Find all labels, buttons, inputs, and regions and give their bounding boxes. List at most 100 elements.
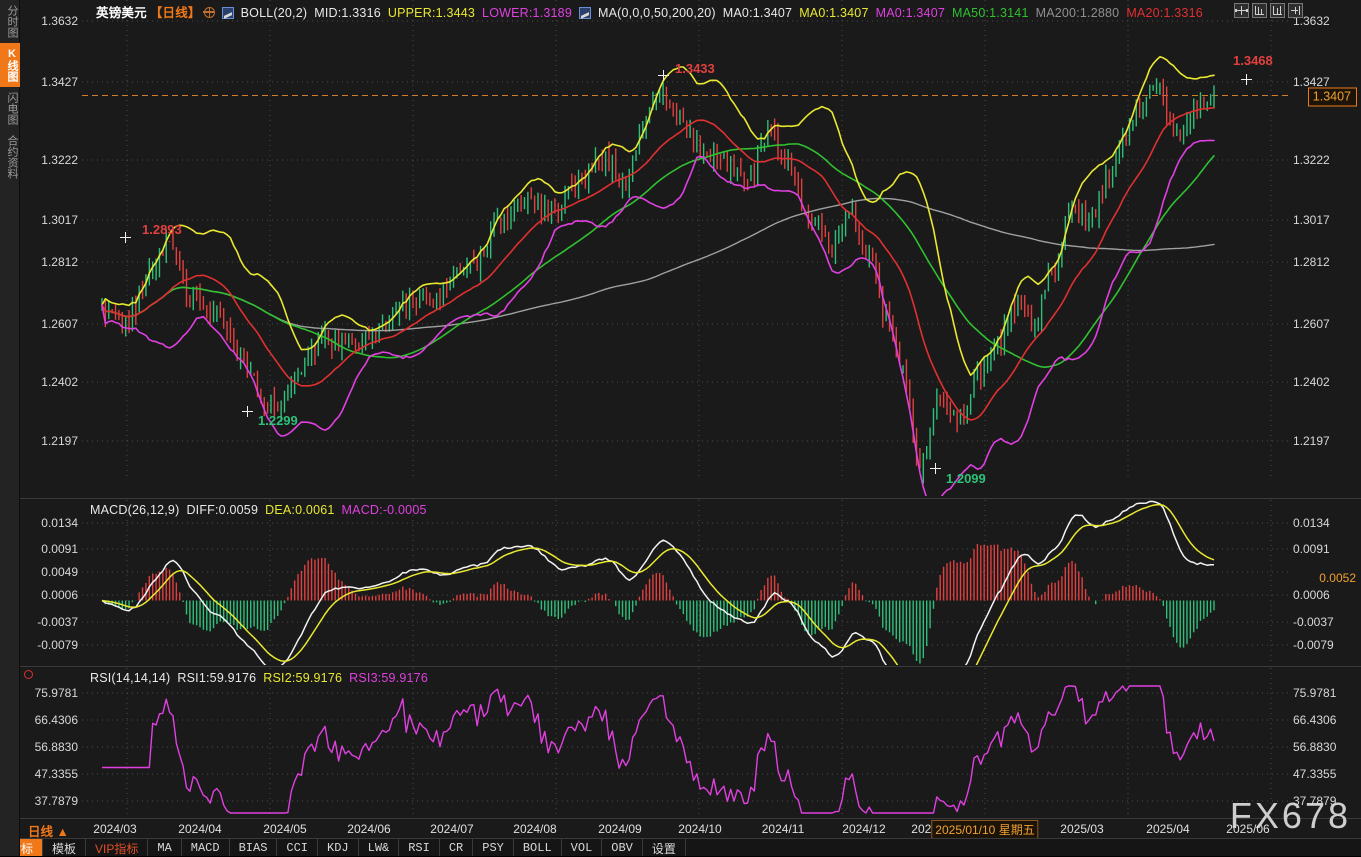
price-tick: 1.3632 [41, 14, 78, 28]
rsi-title[interactable]: RSI(14,14,14) [90, 671, 171, 685]
btn-macd[interactable]: MACD [182, 839, 230, 856]
macd-current-tag: 0.0052 [1316, 571, 1359, 585]
chart-left-icon[interactable] [1252, 3, 1267, 18]
macd-value: MACD:-0.0005 [341, 503, 427, 517]
rsi-tick: 37.7879 [1293, 794, 1337, 808]
rsi-tick: 47.3355 [1293, 767, 1337, 781]
btn-ma[interactable]: MA [148, 839, 182, 856]
price-plot-area[interactable] [82, 0, 1289, 496]
rsi-panel[interactable]: RSI(14,14,14) RSI1:59.9176 RSI2:59.9176 RSI… [20, 668, 1361, 818]
btn-vip-indicator[interactable]: VIP指标 [86, 839, 149, 856]
date-tick: 2024/07 [430, 822, 474, 836]
macd-tick: -0.0079 [37, 638, 78, 652]
macd-panel[interactable]: MACD(26,12,9) DIFF:0.0059 DEA:0.0061 MACD:-… [20, 500, 1361, 665]
btn-bias[interactable]: BIAS [230, 839, 278, 856]
date-tick: 2025/06 [1226, 822, 1270, 836]
macd-diff: DIFF:0.0059 [186, 503, 259, 517]
price-panel-legend: 英镑美元 【日线】 BOLL(20,2) MID:1.3316 UPPER:1.3443… [96, 2, 1210, 21]
ma-title[interactable]: MA(0,0,0,50,200,20) [598, 6, 716, 20]
price-tick: 1.3427 [1293, 75, 1330, 89]
btn-settings[interactable]: 设置 [643, 839, 686, 856]
macd-tick: 0.0049 [41, 565, 78, 579]
ma0-white: MA0:1.3407 [722, 6, 793, 20]
price-tick: 1.2402 [1293, 375, 1330, 389]
chart-right-icon[interactable] [1270, 3, 1285, 18]
price-tick: 1.3427 [41, 75, 78, 89]
rsi-tick: 66.4306 [34, 713, 78, 727]
btn-obv[interactable]: OBV [602, 839, 643, 856]
boll-upper: UPPER:1.3443 [387, 6, 476, 20]
date-tick: 2025/03 [1060, 822, 1104, 836]
btn-rsi[interactable]: RSI [399, 839, 440, 856]
rsi-tick: 56.8830 [34, 740, 78, 754]
macd-tick: 0.0006 [1293, 588, 1330, 602]
annotation-high: 1.3468 [1233, 53, 1273, 68]
sidebar-item-kline[interactable]: K线图 [0, 43, 20, 87]
btn-psy[interactable]: PSY [473, 839, 514, 856]
btn-boll[interactable]: BOLL [514, 839, 562, 856]
indicator-icon-ma[interactable] [579, 7, 591, 19]
sidebar-item-timeline[interactable]: 分时图 [6, 5, 18, 38]
macd-tick: 0.0006 [41, 588, 78, 602]
macd-title[interactable]: MACD(26,12,9) [90, 503, 180, 517]
current-price-tag: 1.3407 [1307, 87, 1357, 107]
left-sidebar: 分时图 K线图 闪电图 合约资料 [0, 0, 20, 856]
panel-divider [20, 498, 1361, 499]
macd-tick: 0.0091 [41, 542, 78, 556]
btn-lwr[interactable]: LW& [359, 839, 400, 856]
date-tick: 2024/09 [598, 822, 642, 836]
boll-lower: LOWER:1.3189 [482, 6, 572, 20]
price-tick: 1.2197 [1293, 434, 1330, 448]
macd-tick: -0.0037 [37, 615, 78, 629]
rsi-tick: 66.4306 [1293, 713, 1337, 727]
price-tick: 1.3017 [41, 213, 78, 227]
btn-cr[interactable]: CR [440, 839, 474, 856]
btn-vol[interactable]: VOL [562, 839, 603, 856]
rsi-panel-toggle-icon[interactable] [24, 670, 33, 679]
rsi2-value: RSI2:59.9176 [263, 671, 343, 685]
rsi-tick: 56.8830 [1293, 740, 1337, 754]
date-tick: 2025/04 [1146, 822, 1190, 836]
sidebar-item-lightning[interactable]: 闪电图 [6, 92, 18, 125]
macd-tick: 0.0134 [41, 516, 78, 530]
annotation-high: 1.2893 [142, 222, 182, 237]
period-label: 【日线】 [149, 6, 201, 20]
macd-tick: 0.0091 [1293, 542, 1330, 556]
macd-plot-area[interactable] [82, 500, 1289, 665]
indicator-icon-boll[interactable] [221, 7, 234, 19]
macd-chart-svg [82, 500, 1289, 665]
rsi1-value: RSI1:59.9176 [177, 671, 257, 685]
rsi-legend: RSI(14,14,14) RSI1:59.9176 RSI2:59.9176 RSI… [90, 671, 435, 685]
date-tick: 2024/04 [178, 822, 222, 836]
date-tick: 2024/11 [761, 822, 805, 836]
rsi-chart-svg [82, 668, 1289, 818]
price-tick: 1.3017 [1293, 213, 1330, 227]
globe-icon[interactable] [203, 6, 215, 18]
price-tick: 1.2607 [41, 317, 78, 331]
btn-template[interactable]: 模板 [43, 839, 87, 856]
price-panel[interactable]: 英镑美元 【日线】 BOLL(20,2) MID:1.3316 UPPER:1.3443… [20, 0, 1361, 496]
watermark: FX678 [1229, 795, 1351, 836]
symbol-name: 英镑美元 [96, 6, 147, 20]
crosshair-date-tooltip: 2025/01/10 星期五 [931, 820, 1039, 839]
ma0-yellow: MA0:1.3407 [799, 6, 869, 20]
price-tick: 1.2197 [41, 434, 78, 448]
sidebar-item-contract-info[interactable]: 合约资料 [6, 135, 18, 179]
crosshair-icon[interactable] [1234, 3, 1249, 18]
macd-tick: 0.0134 [1293, 516, 1330, 530]
chart-exit-icon[interactable] [1288, 3, 1303, 18]
date-tick: 2024/08 [513, 822, 557, 836]
rsi-tick: 47.3355 [34, 767, 78, 781]
boll-title[interactable]: BOLL(20,2) [240, 6, 308, 20]
period-toggle[interactable]: 日线 ▲ [28, 825, 69, 839]
indicator-toolbar: 指标 模板 VIP指标 MA MACD BIAS CCI KDJ LW& RSI… [0, 838, 1361, 856]
ma200-value: MA200:1.2880 [1035, 6, 1120, 20]
annotation-high: 1.3433 [675, 61, 715, 76]
btn-kdj[interactable]: KDJ [318, 839, 359, 856]
rsi-plot-area[interactable] [82, 668, 1289, 818]
price-tick: 1.3222 [1293, 153, 1330, 167]
rsi-tick: 37.7879 [34, 794, 78, 808]
btn-cci[interactable]: CCI [277, 839, 319, 856]
macd-legend: MACD(26,12,9) DIFF:0.0059 DEA:0.0061 MACD:-… [90, 503, 434, 517]
date-tick: 2024/05 [263, 822, 307, 836]
